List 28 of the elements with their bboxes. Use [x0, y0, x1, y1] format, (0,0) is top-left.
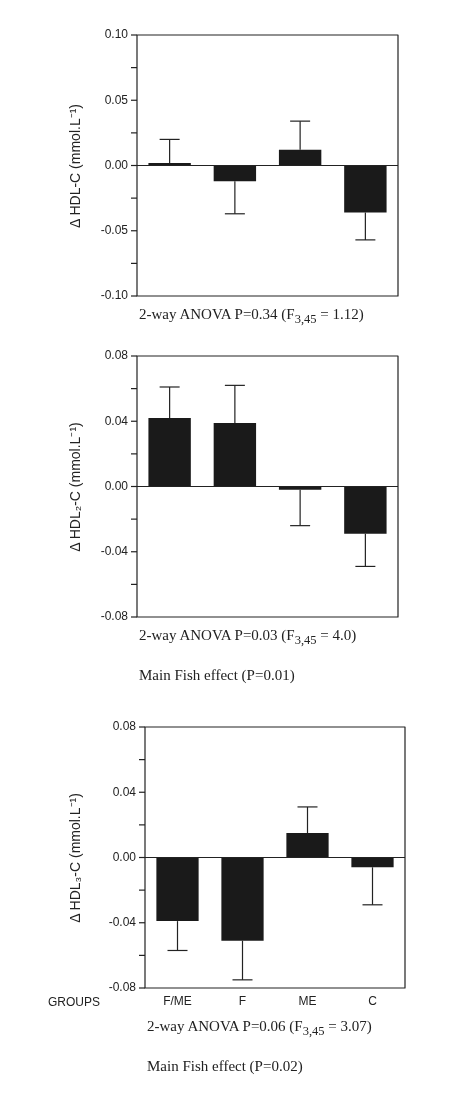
- y-tick-label: 0.10: [104, 27, 129, 42]
- x-tick-label: F: [238, 993, 247, 1008]
- y-tick-label: 0.04: [104, 413, 129, 428]
- text: Main Fish effect (P=0.01): [139, 667, 295, 684]
- y-tick-label: 0.08: [112, 719, 137, 734]
- x-axis-title: GROUPS: [48, 995, 101, 1009]
- x-tick-label: C: [368, 993, 378, 1008]
- y-axis-title: Δ HDL-C (mmol.L⁻¹): [65, 103, 84, 228]
- y-axis-title: Δ HDL₂-C (mmol.L⁻¹): [65, 421, 84, 552]
- y-axis-title: Δ HDL₃-C (mmol.L⁻¹): [65, 792, 84, 923]
- y-tick-label: -0.08: [100, 609, 129, 624]
- x-tick-label: F/ME: [163, 993, 192, 1008]
- text: Main Fish effect (P=0.02): [147, 1058, 303, 1075]
- y-tick-label: -0.04: [100, 544, 129, 559]
- text: 2-way ANOVA P=0.03 (F$_{3,45}$ = 4.0): [139, 627, 357, 648]
- x-tick-label: ME: [298, 993, 317, 1008]
- y-tick-label: 0.04: [112, 784, 137, 799]
- y-tick-label: 0.00: [104, 157, 129, 172]
- text: 2-way ANOVA P=0.06 (F$_{3,45}$ = 3.07): [147, 1018, 372, 1039]
- text: 2-way ANOVA P=0.34 (F$_{3,45}$ = 1.12): [139, 306, 364, 327]
- y-tick-label: -0.04: [108, 915, 137, 930]
- y-tick-label: 0.05: [104, 92, 129, 107]
- y-tick-label: 0.00: [104, 478, 129, 493]
- y-tick-label: -0.05: [100, 223, 129, 238]
- y-tick-label: -0.08: [108, 980, 137, 995]
- y-tick-label: 0.00: [112, 849, 137, 864]
- y-tick-label: -0.10: [100, 288, 129, 303]
- y-tick-label: 0.08: [104, 348, 129, 363]
